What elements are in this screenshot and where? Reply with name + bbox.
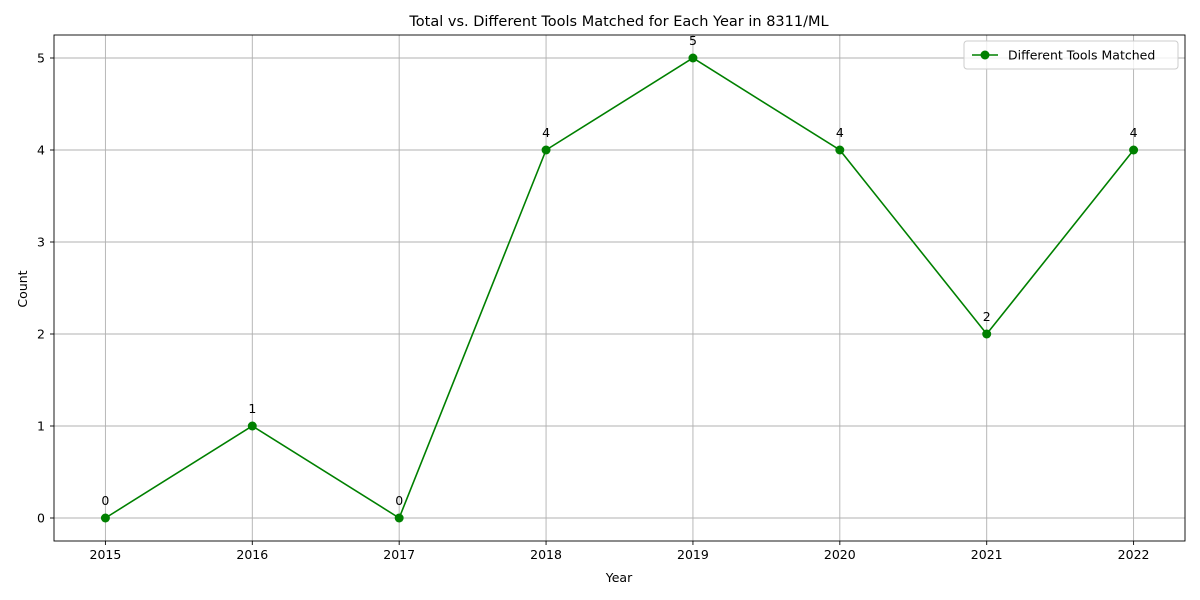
data-point — [541, 145, 551, 155]
data-label: 4 — [1130, 125, 1138, 140]
series-line — [104, 57, 1135, 520]
x-tick-label: 2022 — [1118, 547, 1150, 562]
data-point — [982, 329, 992, 339]
y-tick-label: 4 — [37, 143, 45, 158]
data-label: 4 — [542, 125, 550, 140]
data-point — [394, 513, 404, 523]
y-tick-label: 1 — [37, 419, 45, 434]
x-tick-label: 2019 — [677, 547, 709, 562]
plot-frame — [53, 34, 1186, 542]
data-point — [1129, 145, 1139, 155]
y-axis-label: Count — [15, 270, 30, 307]
data-label: 5 — [689, 33, 697, 48]
chart-title: Total vs. Different Tools Matched for Ea… — [408, 14, 828, 30]
data-point — [688, 53, 698, 63]
x-tick-label: 2017 — [383, 547, 415, 562]
y-tick-label: 0 — [37, 511, 45, 526]
x-tick-label: 2018 — [530, 547, 562, 562]
data-label: 2 — [983, 309, 991, 324]
x-axis-label: Year — [605, 570, 633, 585]
data-point — [247, 421, 257, 431]
legend: Different Tools Matched — [963, 40, 1179, 70]
y-tick-label: 2 — [37, 327, 45, 342]
grid — [54, 35, 1185, 541]
series-layer: 0 1 0 4 5 4 2 4 — [100, 33, 1139, 523]
y-tick-label: 5 — [37, 51, 45, 66]
data-label: 1 — [248, 401, 256, 416]
data-point — [100, 513, 110, 523]
data-point — [835, 145, 845, 155]
legend-box — [963, 40, 1179, 70]
x-tick-label: 2020 — [824, 547, 856, 562]
x-tick-label: 2015 — [90, 547, 122, 562]
legend-entry-label: Different Tools Matched — [1008, 48, 1155, 63]
x-tick-label: 2021 — [971, 547, 1003, 562]
data-label: 4 — [836, 125, 844, 140]
y-tick-label: 3 — [37, 235, 45, 250]
legend-marker-swatch — [980, 50, 990, 60]
x-tick-label: 2016 — [236, 547, 268, 562]
data-label: 0 — [395, 493, 403, 508]
data-label: 0 — [101, 493, 109, 508]
